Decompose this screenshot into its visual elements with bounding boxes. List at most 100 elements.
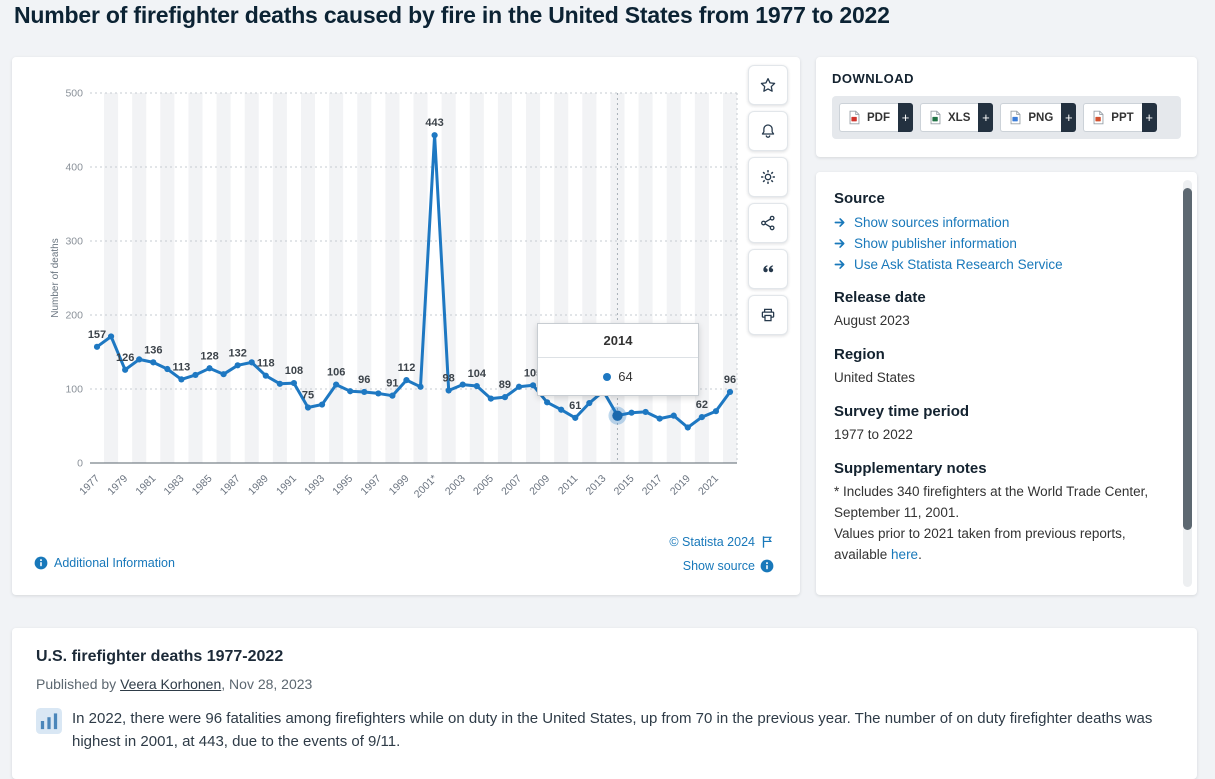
data-point[interactable] [93,343,101,350]
data-point[interactable] [628,409,635,416]
data-point[interactable] [515,383,523,390]
data-point[interactable] [417,383,424,390]
data-point[interactable] [403,377,410,384]
x-axis-labels: 1977 1979 1981 1983 1985 1987 1989 1991 1993 1995… [77,473,721,501]
data-point[interactable] [586,399,593,407]
svg-text:200: 200 [65,310,83,322]
data-point[interactable] [487,395,494,402]
download-xls-plus-button[interactable]: + [978,103,994,132]
data-point[interactable] [558,406,565,413]
share-button[interactable] [748,203,788,243]
data-point[interactable] [248,359,255,366]
svg-text:443: 443 [425,117,443,129]
download-ppt-plus-button[interactable]: + [1141,103,1157,132]
supplementary-note-1: * Includes 340 firefighters at the World… [834,483,1149,520]
source-link[interactable]: Show publisher information [854,236,1017,251]
selected-point[interactable] [612,410,623,421]
chart-action-toolbar [748,65,788,335]
download-png-label: PNG [1028,111,1054,124]
note2-suffix: . [918,546,922,562]
printer-icon [761,308,775,322]
gear-button[interactable] [748,157,788,197]
data-point[interactable] [262,372,269,379]
bell-button[interactable] [748,111,788,151]
data-point[interactable] [544,399,551,406]
bar-chart-icon [36,708,62,734]
svg-text:132: 132 [228,347,246,359]
chart-tooltip: 2014 64 [537,323,699,396]
svg-text:1985: 1985 [190,473,215,498]
svg-text:136: 136 [144,344,162,356]
data-point[interactable] [473,382,480,390]
download-pdf-button[interactable]: PDF [839,103,898,132]
data-point[interactable] [459,381,466,388]
data-point[interactable] [318,401,326,408]
data-point[interactable] [192,371,199,379]
data-point[interactable] [375,390,382,397]
data-point[interactable] [389,392,396,399]
svg-text:112: 112 [398,362,416,374]
ppt-file-icon [1093,110,1104,125]
data-point[interactable] [712,408,720,415]
source-links: Show sources information Show publisher i… [834,212,1161,275]
quote-button[interactable] [748,249,788,289]
data-point[interactable] [670,412,677,419]
svg-text:126: 126 [116,352,134,364]
download-xls-button[interactable]: XLS [920,103,979,132]
data-point[interactable] [164,365,171,373]
source-link[interactable]: Show sources information [854,215,1010,230]
download-pdf-plus-button[interactable]: + [898,103,913,132]
star-button[interactable] [748,65,788,105]
data-point[interactable] [431,132,438,139]
series-dot-icon [603,372,612,381]
info-icon [34,556,48,570]
line-chart[interactable]: 0 100 200 300 400 500 Number of deaths 157 126 13… [12,57,800,527]
data-point[interactable] [572,414,579,421]
data-point[interactable] [122,366,129,373]
data-point[interactable] [445,387,452,394]
data-point[interactable] [698,414,705,421]
data-point[interactable] [333,381,340,388]
data-point[interactable] [206,365,213,372]
data-point[interactable] [107,333,115,340]
printer-button[interactable] [748,295,788,335]
data-point[interactable] [361,388,368,396]
download-ppt-button[interactable]: PPT [1083,103,1142,132]
data-point[interactable] [642,408,649,416]
data-point[interactable] [220,371,227,378]
data-point[interactable] [150,359,157,366]
data-point[interactable] [501,394,509,401]
data-point[interactable] [276,380,283,387]
data-point[interactable] [656,415,663,422]
data-point[interactable] [529,382,537,389]
svg-text:1993: 1993 [302,473,327,498]
chart-line [95,133,732,429]
supplementary-notes-heading: Supplementary notes [834,459,987,477]
additional-information-link[interactable]: Additional Information [34,556,175,570]
svg-text:2019: 2019 [668,473,693,498]
download-png-button[interactable]: PNG [1000,103,1062,132]
xls-file-icon [930,110,941,125]
data-point[interactable] [304,404,312,411]
download-png-plus-button[interactable]: + [1061,103,1077,132]
data-point[interactable] [290,379,298,387]
author-link[interactable]: Veera Korhonen [120,676,222,692]
data-point[interactable] [178,376,185,383]
data-point[interactable] [684,424,691,431]
data-point[interactable] [136,356,143,363]
download-pdf-group: PDF + [839,103,913,132]
here-link[interactable]: here [891,546,919,562]
scrollbar-thumb[interactable] [1183,188,1192,530]
svg-text:2017: 2017 [640,473,665,498]
svg-text:100: 100 [65,384,83,396]
source-link[interactable]: Use Ask Statista Research Service [854,257,1063,272]
arrow-right-icon [834,218,845,227]
data-point[interactable] [234,362,241,369]
download-card: DOWNLOAD PDF + XLS + PNG + PPT + [816,57,1197,157]
data-point[interactable] [726,388,734,396]
data-point[interactable] [347,388,354,395]
statista-copyright-link[interactable]: © Statista 2024 [669,535,774,549]
show-source-link[interactable]: Show source [683,559,774,573]
chart-card: 0 100 200 300 400 500 Number of deaths 157 126 13… [12,57,800,595]
